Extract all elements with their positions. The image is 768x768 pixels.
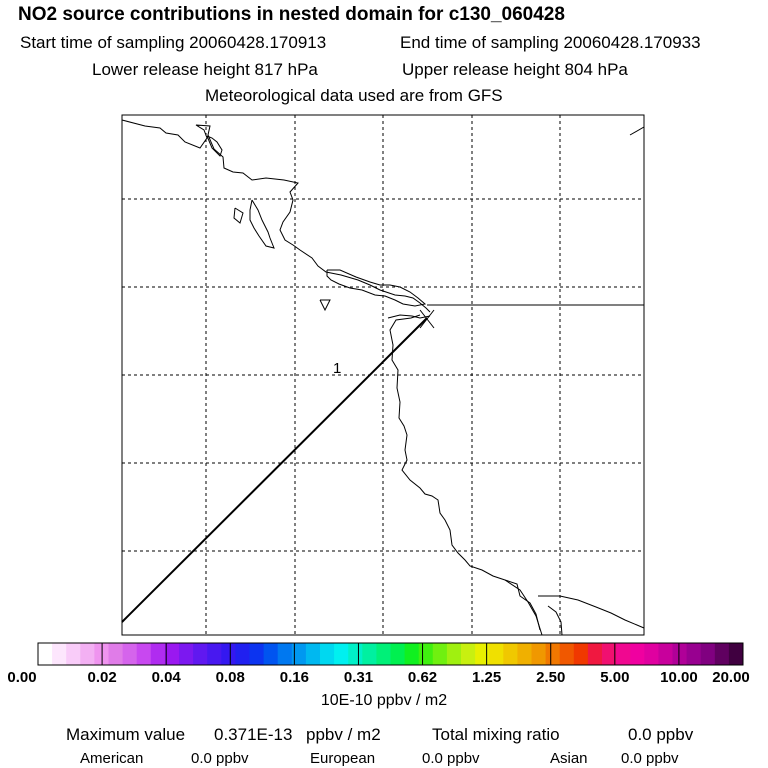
colorbar-cell <box>503 643 518 665</box>
colorbar-cell <box>489 643 504 665</box>
colorbar-cell <box>207 643 222 665</box>
colorbar-tick-label: 0.31 <box>343 669 374 686</box>
met-data-label: Meteorological data used are from GFS <box>205 86 503 105</box>
colorbar-cell <box>291 643 307 665</box>
colorbar-cell <box>52 643 67 665</box>
upper-height-label: Upper release height 804 hPa <box>402 60 628 79</box>
colorbar-tick-label: 0.62 <box>407 669 438 686</box>
colorbar-cell <box>461 643 476 665</box>
flight-track <box>121 304 644 623</box>
colorbar-cell <box>164 643 180 665</box>
colorbar-cell <box>66 643 81 665</box>
colorbar-tick-label: 2.50 <box>536 669 566 686</box>
colorbar-cell <box>348 643 363 665</box>
colorbar-tick-label: 0.08 <box>215 669 245 686</box>
colorbar-units: 10E-10 ppbv / m2 <box>320 692 448 709</box>
total-mixing-value: 0.0 ppbv <box>628 725 694 744</box>
colorbar-cell <box>573 643 589 665</box>
max-value-unit: ppbv / m2 <box>306 725 381 744</box>
colorbar-cell <box>277 643 293 665</box>
european-value: 0.0 ppbv <box>422 750 480 767</box>
colorbar-tick-label: 10.00 <box>660 669 698 686</box>
max-value-label: Maximum value <box>66 725 186 744</box>
colorbar-cell <box>658 643 673 665</box>
lower-height-label: Lower release height 817 hPa <box>92 60 318 79</box>
colorbar-cell <box>616 643 631 665</box>
colorbar-cell <box>305 643 321 665</box>
colorbar-cell <box>122 643 138 665</box>
colorbar-tick-label: 0.02 <box>87 669 117 686</box>
colorbar-cell <box>728 643 744 665</box>
asian-label: Asian <box>550 750 588 767</box>
colorbar-cell <box>404 643 420 665</box>
colorbar-cell <box>545 643 561 665</box>
colorbar-cell <box>179 643 194 665</box>
colorbar-cell <box>334 643 349 665</box>
end-time-label: End time of sampling 20060428.170933 <box>400 33 701 52</box>
colorbar-tick-label: 1.25 <box>472 669 502 686</box>
colorbar-cell <box>517 643 532 665</box>
colorbar-cell <box>150 643 166 665</box>
start-time-label: Start time of sampling 20060428.170913 <box>20 33 327 52</box>
colorbar-tick-label: 5.00 <box>600 669 630 686</box>
colorbar-cell <box>80 643 95 665</box>
colorbar-cell <box>531 643 547 665</box>
colorbar-cell <box>376 643 391 665</box>
colorbar-cell <box>235 643 250 665</box>
colorbar-cell <box>714 643 730 665</box>
colorbar-cell <box>249 643 265 665</box>
colorbar-tick-label: 0.04 <box>151 669 181 686</box>
colorbar-cell <box>432 643 448 665</box>
american-value: 0.0 ppbv <box>191 750 249 767</box>
colorbar-cell <box>475 643 490 665</box>
grid-lines <box>122 115 644 635</box>
colorbar-cell <box>38 643 53 665</box>
colorbar-cell <box>686 643 702 665</box>
colorbar-tick-label: 20.00 <box>712 669 750 686</box>
colorbar-cell <box>418 643 434 665</box>
american-label: American <box>80 750 144 767</box>
coastline <box>121 119 645 636</box>
colorbar-cell <box>446 643 462 665</box>
contour-label: 1 <box>333 360 341 377</box>
colorbar-cell <box>136 643 152 665</box>
european-label: European <box>310 750 376 767</box>
colorbar-cell <box>630 643 645 665</box>
colorbar-cell <box>587 643 603 665</box>
colorbar-cell <box>221 643 236 665</box>
plot-title: NO2 source contributions in nested domai… <box>18 4 565 25</box>
colorbar-cell <box>390 643 406 665</box>
colorbar-cell <box>700 643 716 665</box>
colorbar-cell <box>263 643 279 665</box>
colorbar-frame <box>37 642 744 666</box>
colorbar-tick-label: 0.00 <box>7 669 37 686</box>
colorbar-cell <box>644 643 659 665</box>
colorbar-cell <box>362 643 377 665</box>
colorbar-cell <box>602 643 617 665</box>
colorbar-cell <box>320 643 335 665</box>
asian-value: 0.0 ppbv <box>621 750 679 767</box>
colorbar-cell <box>108 643 124 665</box>
total-mixing-label: Total mixing ratio <box>432 725 560 744</box>
colorbar-cell <box>672 643 688 665</box>
max-value: 0.371E-13 <box>214 725 293 744</box>
colorbar-cell <box>193 643 208 665</box>
colorbar-cell <box>559 643 575 665</box>
colorbar-tick-label: 0.16 <box>279 669 309 686</box>
